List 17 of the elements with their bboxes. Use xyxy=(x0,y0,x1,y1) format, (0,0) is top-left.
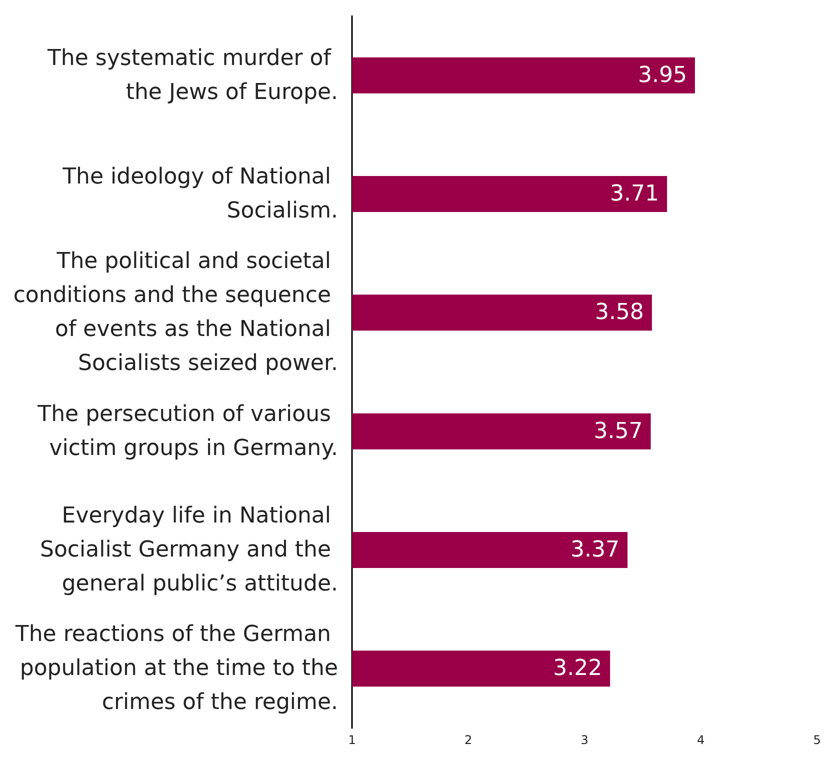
y-tick-label: The systematic murder of the Jews of Europe. xyxy=(46,46,338,105)
data-label: 3.95 xyxy=(638,62,687,88)
x-tick-label: 5 xyxy=(813,733,821,747)
x-tick-label: 2 xyxy=(464,733,472,747)
x-tick-label: 4 xyxy=(696,733,705,747)
y-tick-label: The political and societal conditions and the sequence of events as the National Socialists seized power. xyxy=(13,249,338,376)
y-tick-label: Everyday life in National Socialist Germany and the general public’s attitude. xyxy=(40,504,338,596)
y-tick-label: The persecution of various victim groups in Germany. xyxy=(36,402,338,461)
data-label: 3.57 xyxy=(594,418,643,444)
y-tick-label: The reactions of the German population at the time to the crimes of the regime. xyxy=(14,622,338,716)
x-tick-label: 1 xyxy=(348,733,356,747)
data-label: 3.71 xyxy=(610,182,660,206)
data-label: 3.37 xyxy=(570,538,620,562)
x-tick-label: 3 xyxy=(580,733,588,747)
data-label: 3.22 xyxy=(553,656,602,682)
y-tick-label: The ideology of National Socialism. xyxy=(62,164,338,224)
data-label: 3.58 xyxy=(594,300,644,326)
